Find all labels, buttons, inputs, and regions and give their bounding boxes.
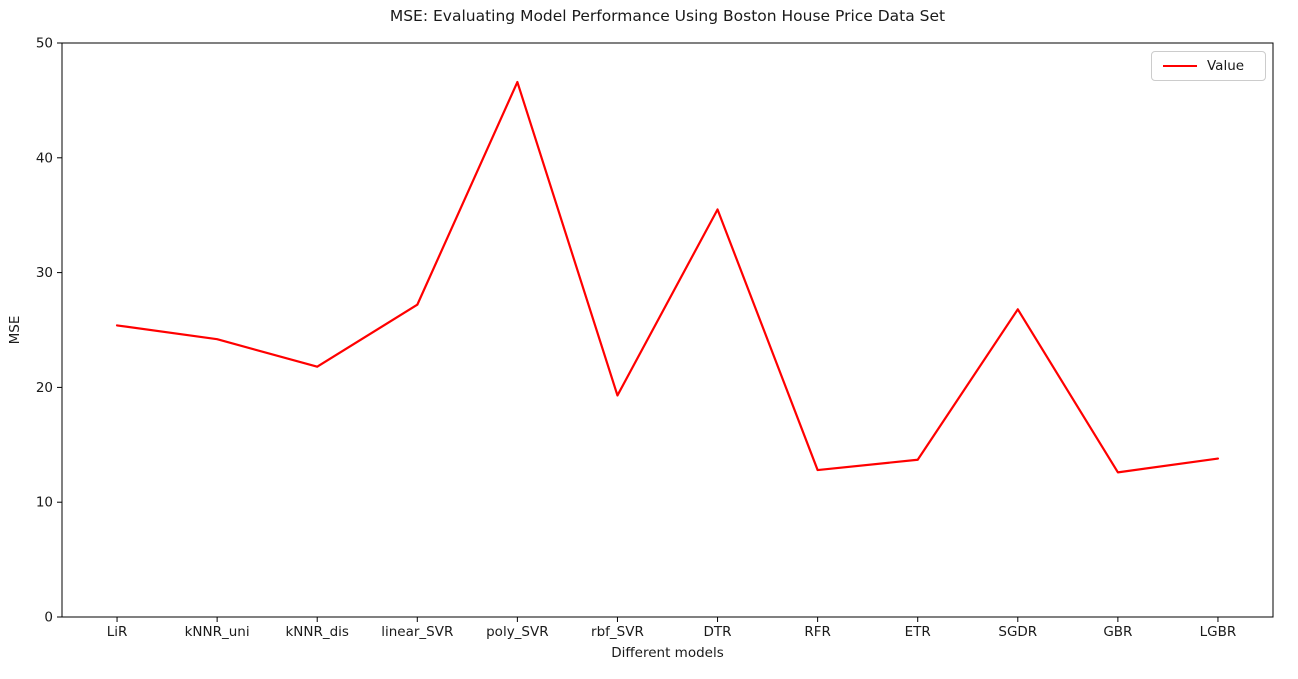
- y-tick-label: 30: [36, 265, 53, 281]
- x-tick-label: linear_SVR: [381, 624, 453, 640]
- y-tick-label: 0: [44, 610, 53, 626]
- legend: Value: [1151, 51, 1266, 81]
- y-tick-label: 10: [36, 495, 53, 511]
- x-tick-label: SGDR: [998, 624, 1037, 640]
- x-tick-label: kNNR_dis: [285, 624, 349, 640]
- x-tick-label: RFR: [804, 624, 831, 640]
- x-tick-label: poly_SVR: [486, 624, 549, 640]
- x-axis-label: Different models: [611, 645, 724, 661]
- y-tick-label: 20: [36, 380, 53, 396]
- y-axis-label: MSE: [7, 315, 23, 345]
- x-tick-label: kNNR_uni: [185, 624, 250, 640]
- data-line-value: [115, 80, 1220, 474]
- x-tick-label: LiR: [107, 624, 128, 640]
- x-tick-label: GBR: [1103, 624, 1132, 640]
- legend-series-label: Value: [1207, 58, 1245, 74]
- y-tick-label: 50: [36, 36, 53, 52]
- x-tick-label: rbf_SVR: [591, 624, 644, 640]
- plot-frame: [61, 42, 1274, 618]
- chart-title: MSE: Evaluating Model Performance Using …: [389, 7, 946, 25]
- legend-line-sample-icon: [1163, 65, 1197, 67]
- y-tick-label: 40: [36, 150, 53, 166]
- x-tick-label: DTR: [704, 624, 732, 640]
- x-tick-label: ETR: [905, 624, 931, 640]
- x-tick-label: LGBR: [1200, 624, 1237, 640]
